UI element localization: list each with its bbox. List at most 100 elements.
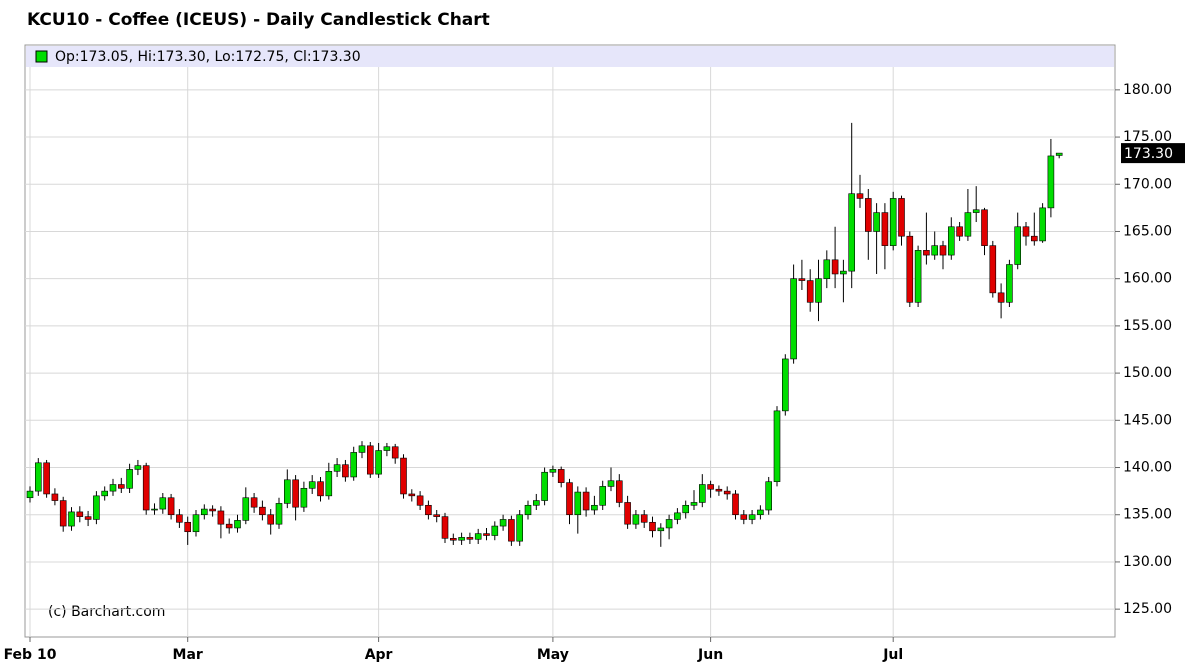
candle-body [748, 514, 756, 520]
candle-body [250, 497, 258, 508]
candle-body [541, 471, 548, 501]
candle-body [93, 495, 100, 520]
candle-body [358, 445, 366, 453]
candle-body [806, 280, 814, 303]
candle-body [649, 521, 656, 532]
legend-swatch [35, 50, 48, 63]
candle-body [51, 493, 59, 501]
candle-body [499, 519, 507, 527]
candle-body [84, 516, 92, 520]
candle-body [524, 504, 532, 516]
y-tick-label: 180.00 [1123, 82, 1172, 98]
candle-body [881, 212, 889, 246]
candle-body [557, 469, 565, 483]
candle-body [400, 457, 407, 495]
candle-body [159, 497, 167, 510]
candle-body [873, 212, 880, 232]
candle-body [682, 504, 690, 514]
y-tick-label: 145.00 [1123, 412, 1172, 428]
candle-body [234, 520, 241, 529]
candle-body [209, 508, 216, 512]
candle-body [325, 470, 333, 497]
candle-body [350, 452, 358, 478]
candle-body [1047, 155, 1055, 209]
candle-body [184, 521, 191, 533]
candle-body [508, 519, 515, 542]
candle-body [674, 512, 681, 520]
candle-body [275, 503, 283, 525]
candle-body [342, 464, 349, 478]
candle-body [640, 514, 648, 523]
plot-area [24, 44, 1116, 638]
candle-body [1022, 226, 1030, 237]
candle-body [715, 488, 723, 492]
candle-body [840, 270, 847, 275]
candle-body [931, 245, 939, 256]
candle-body [723, 490, 731, 495]
copyright: (c) Barchart.com [48, 604, 165, 620]
candle-body [516, 514, 524, 542]
y-tick-label: 130.00 [1123, 554, 1172, 570]
candle-body [416, 495, 424, 506]
chart-title: KCU10 - Coffee (ICEUS) - Daily Candlesti… [27, 10, 490, 30]
candle-body [657, 527, 665, 532]
candle-body [142, 465, 150, 511]
candle-body [690, 502, 698, 506]
x-tick-label: Mar [173, 647, 203, 663]
candle-body [176, 514, 183, 523]
candle-body [441, 516, 449, 539]
legend-text: Op:173.05, Hi:173.30, Lo:172.75, Cl:173.… [55, 49, 361, 65]
candle-body [939, 245, 947, 256]
candle-body [259, 506, 266, 516]
candle-body [856, 193, 864, 199]
candle-body [118, 484, 125, 489]
candle-body [964, 212, 972, 237]
candle-body [765, 481, 773, 511]
candle-body [956, 226, 963, 237]
candle-body [76, 511, 84, 517]
candle-body [43, 462, 50, 495]
x-tick-label: Apr [365, 647, 393, 663]
candle-body [665, 519, 673, 529]
candle-body [615, 480, 623, 503]
y-tick-label: 150.00 [1123, 365, 1172, 381]
candle-body [914, 250, 922, 303]
candle-body [283, 479, 291, 504]
y-tick-label: 175.00 [1123, 129, 1172, 145]
candle-body [167, 497, 175, 516]
candle-body [449, 538, 457, 541]
candle-body [483, 533, 490, 536]
candle-body [491, 525, 499, 536]
candle-body [383, 446, 391, 451]
y-tick-label: 170.00 [1123, 176, 1172, 192]
candle-body [292, 479, 299, 508]
candle-body [300, 487, 308, 508]
candle-body [599, 486, 607, 506]
candle-body [408, 493, 416, 497]
y-tick-label: 155.00 [1123, 318, 1172, 334]
candle-body [823, 259, 831, 279]
candle-body [566, 482, 573, 516]
candle-body [624, 502, 631, 525]
candle-body [474, 533, 482, 540]
candle-body [574, 491, 582, 516]
last-price-box [1121, 143, 1185, 164]
candle-body [781, 358, 789, 412]
candle-body [582, 491, 590, 511]
candle-body [333, 464, 341, 472]
candle-body [366, 445, 374, 475]
candle-body [740, 514, 748, 520]
candle-body [242, 497, 250, 521]
candle-body [267, 514, 275, 525]
candle-body [898, 198, 905, 237]
y-tick-label: 165.00 [1123, 223, 1172, 239]
candle-body [391, 446, 399, 459]
x-tick-label: Jun [697, 647, 723, 663]
candle-body [126, 469, 133, 489]
candle-body [1039, 207, 1046, 242]
candle-body [68, 511, 75, 527]
candle-body [109, 484, 117, 492]
candle-body [549, 469, 557, 473]
candle-body [798, 278, 806, 281]
candle-body [466, 537, 474, 540]
